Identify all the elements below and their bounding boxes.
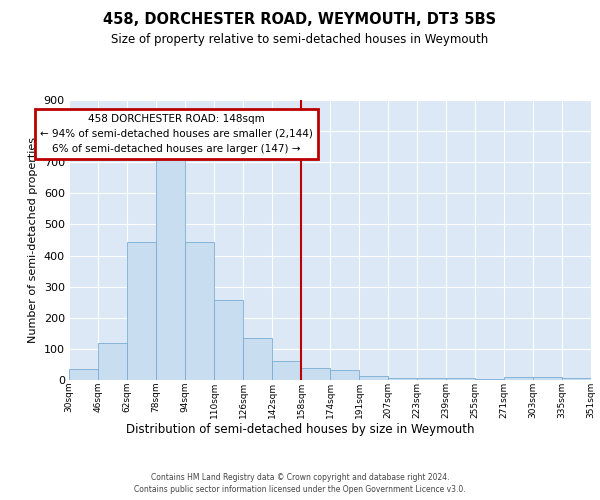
- Bar: [562, 378, 591, 380]
- Bar: [330, 370, 359, 380]
- Bar: [504, 377, 533, 380]
- Bar: [475, 379, 504, 380]
- Bar: [214, 300, 243, 380]
- Bar: [272, 360, 301, 380]
- Text: 458 DORCHESTER ROAD: 148sqm
← 94% of semi-detached houses are smaller (2,144)
6%: 458 DORCHESTER ROAD: 148sqm ← 94% of sem…: [40, 114, 313, 154]
- Bar: [446, 378, 475, 380]
- Bar: [388, 378, 417, 380]
- Bar: [156, 159, 185, 380]
- Bar: [301, 368, 330, 380]
- Bar: [98, 342, 127, 380]
- Text: 458, DORCHESTER ROAD, WEYMOUTH, DT3 5BS: 458, DORCHESTER ROAD, WEYMOUTH, DT3 5BS: [103, 12, 497, 28]
- Text: Size of property relative to semi-detached houses in Weymouth: Size of property relative to semi-detach…: [112, 32, 488, 46]
- Bar: [533, 377, 562, 380]
- Text: Distribution of semi-detached houses by size in Weymouth: Distribution of semi-detached houses by …: [126, 422, 474, 436]
- Bar: [417, 378, 446, 380]
- Text: Contains public sector information licensed under the Open Government Licence v3: Contains public sector information licen…: [134, 485, 466, 494]
- Text: Contains HM Land Registry data © Crown copyright and database right 2024.: Contains HM Land Registry data © Crown c…: [151, 472, 449, 482]
- Bar: [127, 242, 156, 380]
- Bar: [69, 369, 98, 380]
- Bar: [185, 242, 214, 380]
- Y-axis label: Number of semi-detached properties: Number of semi-detached properties: [28, 137, 38, 343]
- Bar: [359, 376, 388, 380]
- Bar: [243, 338, 272, 380]
